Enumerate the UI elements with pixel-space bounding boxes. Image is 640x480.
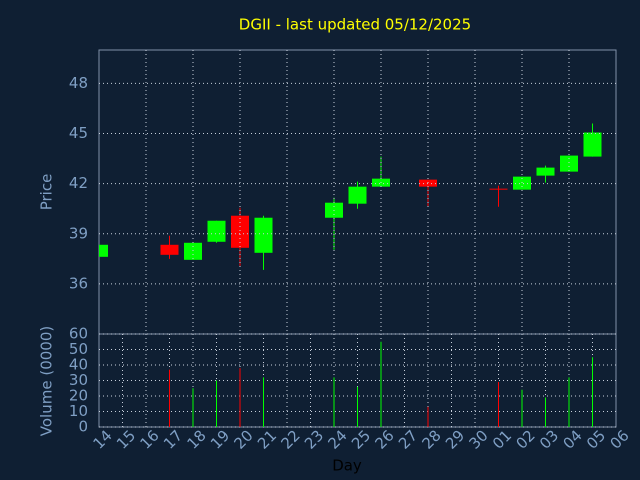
candle-body [536, 167, 555, 176]
volume-tick-label: 60 [69, 325, 88, 343]
candle-body [583, 132, 602, 157]
x-axis-label: Day [332, 457, 362, 475]
candle-body [348, 186, 367, 204]
volume-tick-label: 30 [69, 371, 88, 389]
candle-body [419, 179, 437, 187]
y-tick-label: 36 [69, 274, 88, 292]
candle-body [254, 217, 273, 253]
y-tick-label: 48 [69, 74, 88, 92]
volume-tick-label: 40 [69, 356, 88, 374]
y-tick-label: 45 [69, 124, 88, 142]
candle-body [207, 220, 226, 242]
chart-title: DGII - last updated 05/12/2025 [239, 16, 471, 34]
candle-body [231, 215, 249, 248]
candle-body [184, 242, 202, 260]
candle-body [489, 188, 508, 190]
candle-body [513, 176, 531, 190]
y-tick-label: 39 [69, 224, 88, 242]
volume-axis-label: Volume (0000) [38, 326, 56, 436]
volume-tick-label: 50 [69, 340, 88, 358]
candle-body [560, 155, 578, 172]
y-tick-label: 42 [69, 174, 88, 192]
volume-tick-label: 0 [78, 418, 88, 436]
candle-body [160, 244, 179, 255]
volume-tick-label: 20 [69, 387, 88, 405]
volume-tick-label: 10 [69, 402, 88, 420]
y-axis-label: Price [38, 174, 56, 211]
candle-body [99, 244, 108, 257]
